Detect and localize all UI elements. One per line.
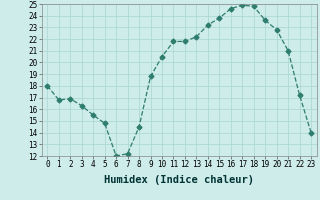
X-axis label: Humidex (Indice chaleur): Humidex (Indice chaleur)	[104, 175, 254, 185]
